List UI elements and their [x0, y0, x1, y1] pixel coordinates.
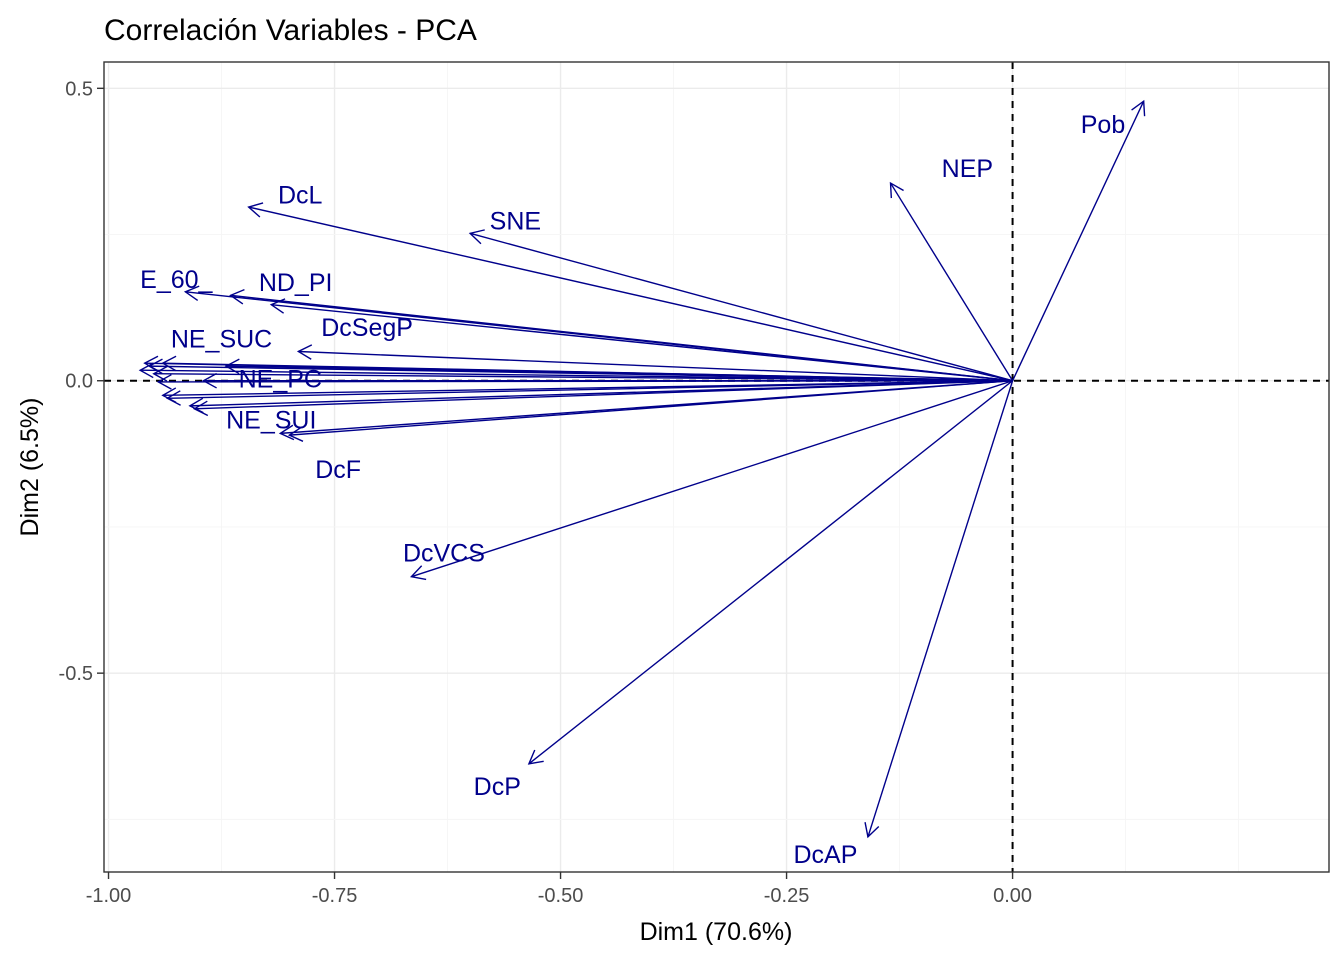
- variable-label-nd-pi: ND_PI: [259, 269, 333, 297]
- variable-label-dcvcs: DcVCS: [403, 540, 485, 568]
- variable-label-dcsegp: DcSegP: [321, 314, 413, 342]
- variable-label-ne-sui: NE_SUI: [226, 406, 316, 434]
- variable-arrow-ne-pc: [201, 372, 1013, 389]
- y-tick-label: 0.0: [65, 371, 93, 393]
- variable-label-e-60: E_60_: [140, 266, 213, 294]
- variable-label-ne-pc: NE_PC: [239, 365, 322, 393]
- variable-arrow-pob: [1011, 99, 1146, 382]
- variable-label-dcap: DcAP: [793, 841, 857, 869]
- x-tick-label: -0.75: [312, 885, 358, 907]
- x-tick-label: -1.00: [86, 885, 132, 907]
- y-axis: -0.5 0.0 0.5: [59, 78, 104, 685]
- variable-arrow-ne-sui: [192, 380, 1013, 417]
- variable-arrow-nd-pi: [229, 288, 1013, 382]
- variable-arrow-dcf: [287, 380, 1013, 442]
- variable-label-dcf: DcF: [315, 456, 361, 484]
- variable-arrow-unlabeled: [165, 380, 1013, 406]
- y-tick-label: -0.5: [59, 663, 93, 685]
- variable-arrows: [138, 99, 1146, 839]
- variable-arrow-sne: [468, 229, 1013, 382]
- x-tick-label: 0.00: [993, 885, 1032, 907]
- variable-arrow-ne-suc: [138, 362, 1013, 382]
- variable-arrow-nep: [889, 181, 1014, 382]
- chart-title: Correlación Variables - PCA: [104, 14, 477, 47]
- variable-label-ne-suc: NE_SUC: [171, 326, 272, 354]
- variable-label-pob: Pob: [1081, 111, 1125, 139]
- variable-label-dcl: DcL: [278, 182, 323, 210]
- y-tick-label: 0.5: [65, 78, 93, 100]
- variable-label-dcp: DcP: [474, 773, 521, 801]
- variable-arrow-dcl: [247, 202, 1013, 382]
- x-tick-label: -0.50: [538, 885, 584, 907]
- variable-arrow-dcp: [527, 380, 1014, 765]
- x-axis: -1.00 -0.75 -0.50 -0.25 0.00: [86, 872, 1032, 907]
- variable-label-nep: NEP: [942, 155, 993, 183]
- plot-panel-background: [104, 62, 1329, 872]
- variable-label-sne: SNE: [490, 207, 541, 235]
- plot-panel-border: [103, 61, 1330, 873]
- x-axis-title: Dim1 (70.6%): [640, 918, 793, 946]
- variable-arrow-dcvcs: [409, 380, 1013, 581]
- variable-arrow-dcsegp: [296, 344, 1013, 382]
- y-axis-title: Dim2 (6.5%): [16, 398, 44, 537]
- variable-arrow-dcap: [864, 380, 1014, 839]
- variable-labels: Pob NEP DcL SNE E_60_ ND_PI DcSegP NE_SUC NE_PC N…: [140, 111, 1125, 869]
- x-tick-label: -0.25: [764, 885, 810, 907]
